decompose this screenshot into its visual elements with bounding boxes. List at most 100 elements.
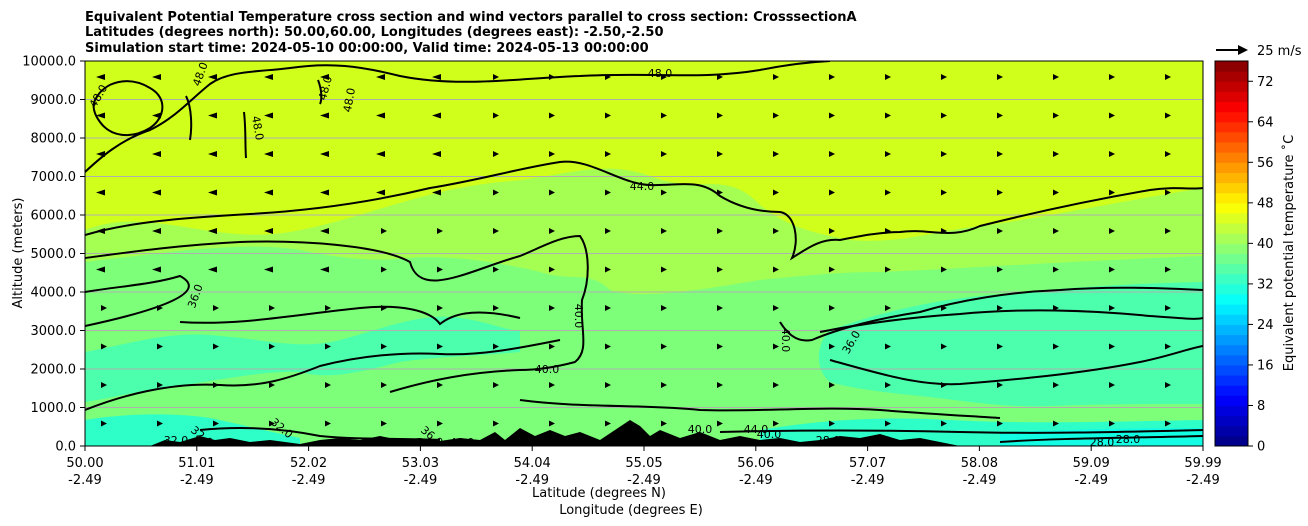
y-tick-label: 2000.0 <box>31 363 77 378</box>
wind-vector <box>432 74 441 80</box>
y-axis-ticks: 0.0 1000.0 2000.0 3000.0 4000.0 5000.0 6000.0 7… <box>22 55 85 455</box>
wind-vector <box>773 112 779 119</box>
colorbar-band <box>1215 202 1248 214</box>
wind-vector <box>157 382 163 388</box>
wind-vector <box>1053 343 1059 350</box>
x-tick-label-lon: -2.49 <box>851 473 885 488</box>
x-tick-label-lat: 52.02 <box>290 456 327 471</box>
wind-vector <box>325 343 331 350</box>
wind-vector <box>264 151 273 157</box>
wind-vector <box>269 420 275 427</box>
wind-vector <box>269 305 275 311</box>
colorbar-band <box>1215 324 1248 336</box>
wind-vector <box>493 189 499 196</box>
contour-40-line <box>85 234 589 393</box>
filled-band-28-32 <box>85 414 1203 446</box>
x-tick-label-lon: -2.49 <box>739 473 773 488</box>
wind-vector <box>605 228 611 234</box>
contour-28-low <box>999 435 1203 443</box>
y-tick-label: 5000.0 <box>31 247 77 262</box>
x-axis-ticks: 50.00 -2.49 51.01 -2.49 52.02 -2.49 53.03 -2.49… <box>66 446 1222 488</box>
wind-vector <box>885 112 891 119</box>
wind-vector <box>549 112 555 119</box>
x-tick-label-lon: -2.49 <box>627 473 661 488</box>
wind-vector <box>717 420 723 427</box>
wind-vector <box>101 420 107 427</box>
wind-vector <box>152 151 161 157</box>
colorbar-band <box>1215 364 1248 376</box>
wind-vector <box>152 74 161 80</box>
x-tick-label-lat: 56.06 <box>737 456 774 471</box>
y-tick-label: 0.0 <box>55 440 76 455</box>
contour-label: 48.0 <box>648 67 673 80</box>
wind-vector <box>208 189 217 196</box>
contour-32-right <box>829 345 1203 386</box>
wind-vector <box>661 343 667 350</box>
wind-vector <box>885 74 891 80</box>
wind-vector <box>437 420 443 427</box>
wind-vector <box>885 228 891 234</box>
wind-vector <box>773 420 779 427</box>
wind-vector <box>493 343 499 350</box>
colorbar-band <box>1215 283 1248 295</box>
colorbar-tick-label: 72 <box>1257 75 1274 90</box>
wind-vector <box>493 266 499 273</box>
wind-vector <box>941 382 947 388</box>
wind-vector <box>549 74 555 80</box>
wind-vector <box>717 112 723 119</box>
wind-vector <box>717 151 723 157</box>
wind-vector <box>941 266 947 273</box>
y-axis-label: Altitude (meters) <box>11 198 26 309</box>
wind-vector <box>1053 266 1059 273</box>
x-tick-label-lat: 57.07 <box>849 456 886 471</box>
wind-vector <box>829 266 835 273</box>
wind-vector <box>493 382 499 388</box>
colorbar-band <box>1215 273 1248 285</box>
wind-vector <box>661 382 667 388</box>
wind-vectors <box>96 74 1171 427</box>
wind-vector <box>320 228 329 234</box>
colorbar-band <box>1215 162 1248 173</box>
x-tick-label-lon: -2.49 <box>68 473 102 488</box>
contour-label: 48.0 <box>341 87 358 113</box>
colorbar-tick-label: 8 <box>1257 399 1265 414</box>
wind-vector <box>208 112 217 119</box>
wind-vector <box>96 151 105 157</box>
colorbar-band <box>1215 253 1248 265</box>
x-tick-label-lat: 58.08 <box>961 456 998 471</box>
wind-vector <box>717 266 723 273</box>
wind-vector <box>437 382 443 388</box>
y-tick-label: 8000.0 <box>31 132 77 147</box>
horizontal-gridlines <box>85 61 1203 446</box>
colorbar-band <box>1215 304 1248 315</box>
colorbar-tick-label: 32 <box>1257 277 1274 292</box>
wind-vector <box>493 151 499 157</box>
colorbar-tick-label: 56 <box>1257 156 1274 171</box>
x-tick-label-lon: -2.49 <box>1074 473 1108 488</box>
wind-vector <box>605 112 611 119</box>
colorbar-band <box>1215 425 1248 437</box>
wind-vector <box>432 112 441 119</box>
wind-vector <box>493 305 499 311</box>
wind-vector <box>941 420 947 427</box>
wind-vector <box>381 305 387 311</box>
x-tick-label-lon: -2.49 <box>180 473 214 488</box>
wind-vector <box>829 305 835 311</box>
wind-vector <box>885 266 891 273</box>
wind-vector <box>549 305 555 311</box>
wind-vector <box>1109 189 1115 196</box>
contour-40-right <box>779 286 1203 342</box>
colorbar-frame <box>1214 60 1249 447</box>
colorbar-band <box>1215 263 1248 275</box>
wind-vector <box>1053 420 1059 427</box>
wind-vector <box>941 74 947 80</box>
colorbar-band <box>1215 314 1248 325</box>
wind-vector <box>941 228 947 234</box>
wind-vector <box>941 151 947 157</box>
colorbar-band <box>1215 111 1248 123</box>
x-tick-label-lat: 53.03 <box>402 456 439 471</box>
wind-vector <box>1053 305 1059 311</box>
wind-vector <box>661 228 667 234</box>
wind-vector <box>773 189 779 196</box>
